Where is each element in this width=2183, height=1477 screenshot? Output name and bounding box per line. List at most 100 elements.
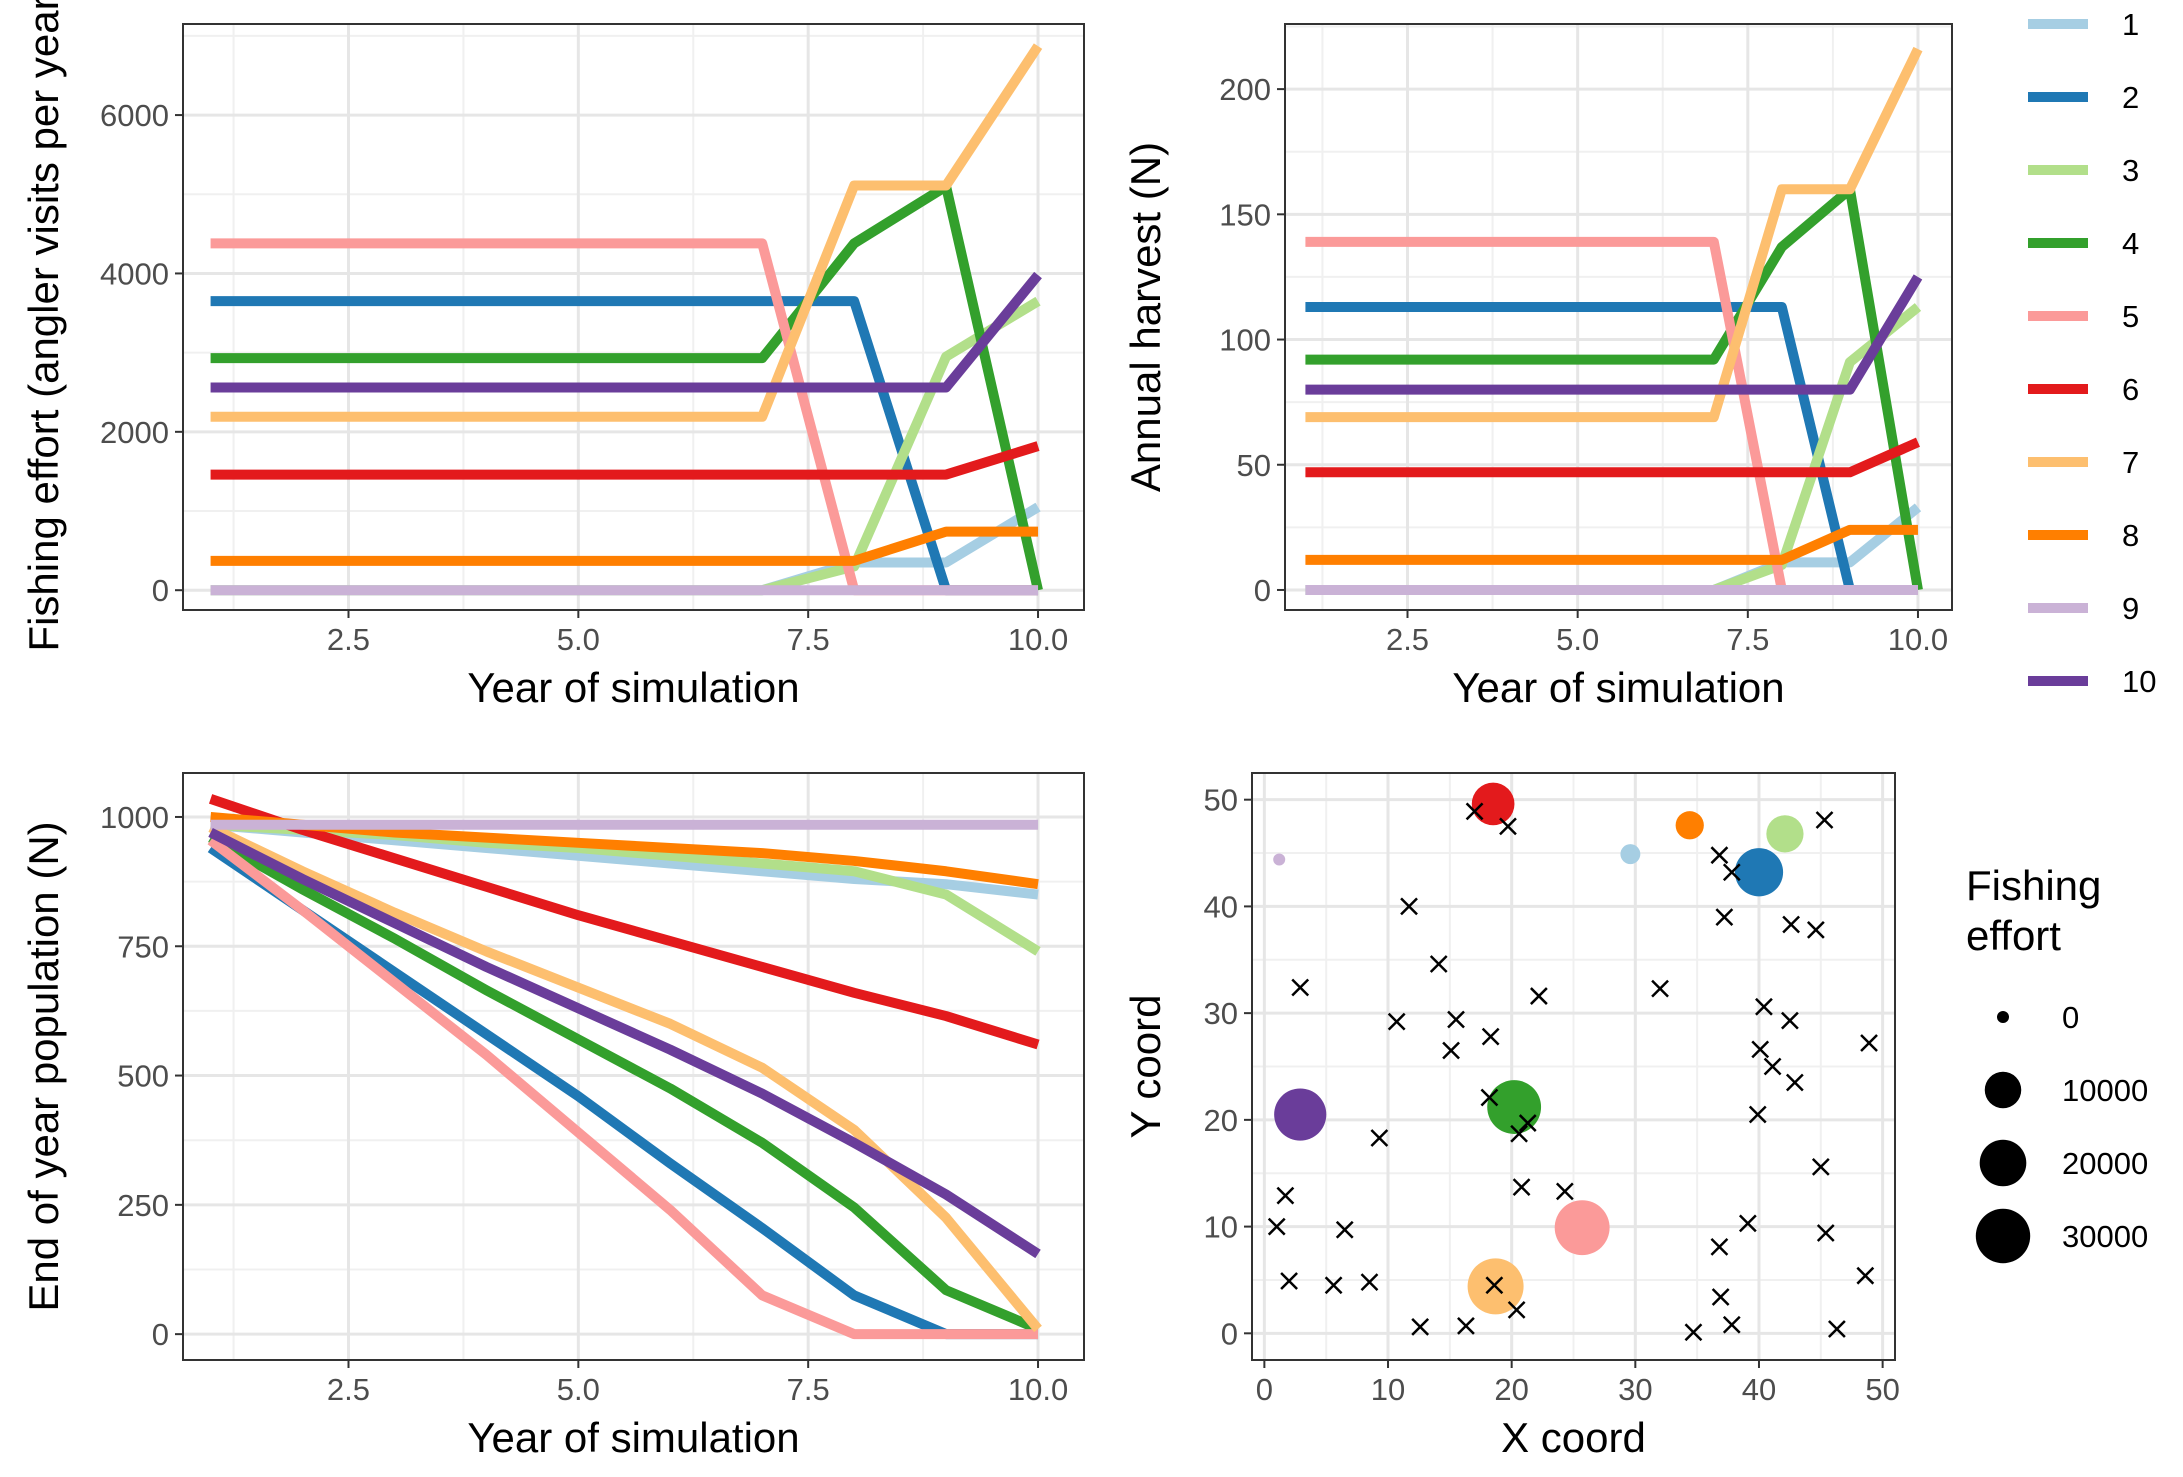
cross-stroke [1360,1273,1379,1291]
y-tick-label: 200 [1219,72,1271,107]
cross-point [1856,1266,1875,1285]
site-point-3 [1766,815,1804,853]
cross-stroke [1827,1320,1846,1338]
cross-point [1748,1105,1767,1124]
cross-point [1442,1041,1460,1060]
cross-point [1806,921,1825,939]
size-legend-title: effort [1966,912,2061,959]
cross-stroke [1324,1276,1343,1295]
cross-point [1782,915,1801,934]
series-line-1 [1305,503,1922,595]
cross-point [1370,1129,1389,1147]
cross-stroke [1510,1124,1528,1143]
cross-stroke [1860,1034,1878,1052]
series-line-6 [1305,437,1920,478]
cross-point [1335,1220,1354,1239]
y-axis-title: Y coord [1122,995,1169,1139]
series-line-10 [210,271,1042,393]
cross-stroke [1815,811,1834,829]
panel-4: 0 10 20 30 40 50 0 10 20 30 40 50 X coord Y coord [1122,772,1900,1461]
site-point-1 [1620,844,1641,865]
cross-point [1755,997,1773,1016]
cross-point [1512,1178,1531,1196]
cross-stroke [1370,1129,1389,1147]
x-tick-label: 7.5 [1726,622,1769,657]
x-tick-label: 2.5 [1386,622,1429,657]
series-line-8 [1305,524,1918,565]
y-tick-label: 100 [1219,323,1271,358]
cross-point [1518,1114,1537,1132]
site-point-2 [1734,848,1784,897]
cross-point [1781,1011,1799,1030]
series-line-6 [210,441,1040,480]
x-tick-label: 5.0 [557,622,600,657]
cross-point [1651,979,1669,998]
cross-stroke [1485,1276,1504,1295]
site-point-8 [1675,811,1704,840]
series-line-3 [1305,303,1922,595]
x-tick-label: 5.0 [1556,622,1599,657]
cross-stroke [1781,1011,1799,1030]
series-line-10 [208,828,1041,1259]
cross-point [1684,1323,1703,1342]
series-line-2 [210,296,1039,596]
cross-point [1429,955,1448,973]
cross-stroke [1447,1010,1465,1029]
cross-stroke [1387,1012,1406,1031]
series-line-7 [1305,46,1923,423]
size-legend-key [1979,1139,2027,1187]
cross-stroke [1755,997,1773,1016]
x-tick-label: 10 [1371,1372,1405,1407]
cross-point [1400,897,1418,916]
x-tick-label: 50 [1865,1372,1899,1407]
cross-point [1815,811,1834,829]
cross-stroke [1785,1073,1804,1092]
cross-point [1280,1272,1298,1290]
panel-border [182,23,1085,611]
size-legend-label: 10000 [2062,1073,2148,1108]
y-tick-label: 0 [152,1317,169,1352]
site-point-10 [1274,1088,1327,1141]
cross-stroke [1411,1318,1430,1336]
legend-label-8: 8 [2122,518,2139,553]
x-tick-label: 10.0 [1008,1372,1068,1407]
cross-point [1499,817,1517,836]
cross-stroke [1512,1178,1531,1196]
cross-point [1785,1073,1804,1092]
y-tick-label: 0 [1254,573,1271,608]
cross-point [1722,1315,1741,1334]
panel-border [182,772,1085,1361]
cross-point [1555,1182,1574,1201]
series-line-7 [210,43,1043,422]
site-point-9 [1273,853,1286,866]
cross-stroke [1722,863,1741,882]
size-legend-label: 20000 [2062,1146,2148,1181]
cross-point [1751,1040,1770,1059]
series-line-5 [207,836,1039,1340]
cross-stroke [1291,978,1310,997]
panel-2: 2.5 5.0 7.5 10.0 0 50 100 150 200 Year of simulat… [1122,23,1953,711]
size-legend-label: 0 [2062,1000,2079,1035]
legend-label-4: 4 [2122,226,2139,261]
cross-stroke [1816,1224,1835,1242]
cross-stroke [1856,1266,1875,1285]
cross-point [1411,1318,1430,1336]
cross-stroke [1507,1300,1526,1319]
x-tick-label: 7.5 [787,1372,830,1407]
cross-stroke [1651,979,1669,998]
legend-label-7: 7 [2122,445,2139,480]
x-axis-title: Year of simulation [467,664,799,711]
size-legend-title: Fishing [1966,862,2101,909]
cross-point [1711,1288,1730,1306]
cross-point [1457,1316,1475,1335]
y-axis-title: Fishing effort (angler visits per year) [20,0,67,652]
cross-point [1324,1276,1343,1295]
panel-1: 2.5 5.0 7.5 10.0 0 2000 4000 6000 Year of simula… [20,0,1085,711]
cross-stroke [1811,1157,1830,1176]
x-tick-label: 5.0 [557,1372,600,1407]
legend-label-6: 6 [2122,372,2139,407]
cross-stroke [1782,915,1801,934]
y-tick-label: 50 [1237,448,1271,483]
